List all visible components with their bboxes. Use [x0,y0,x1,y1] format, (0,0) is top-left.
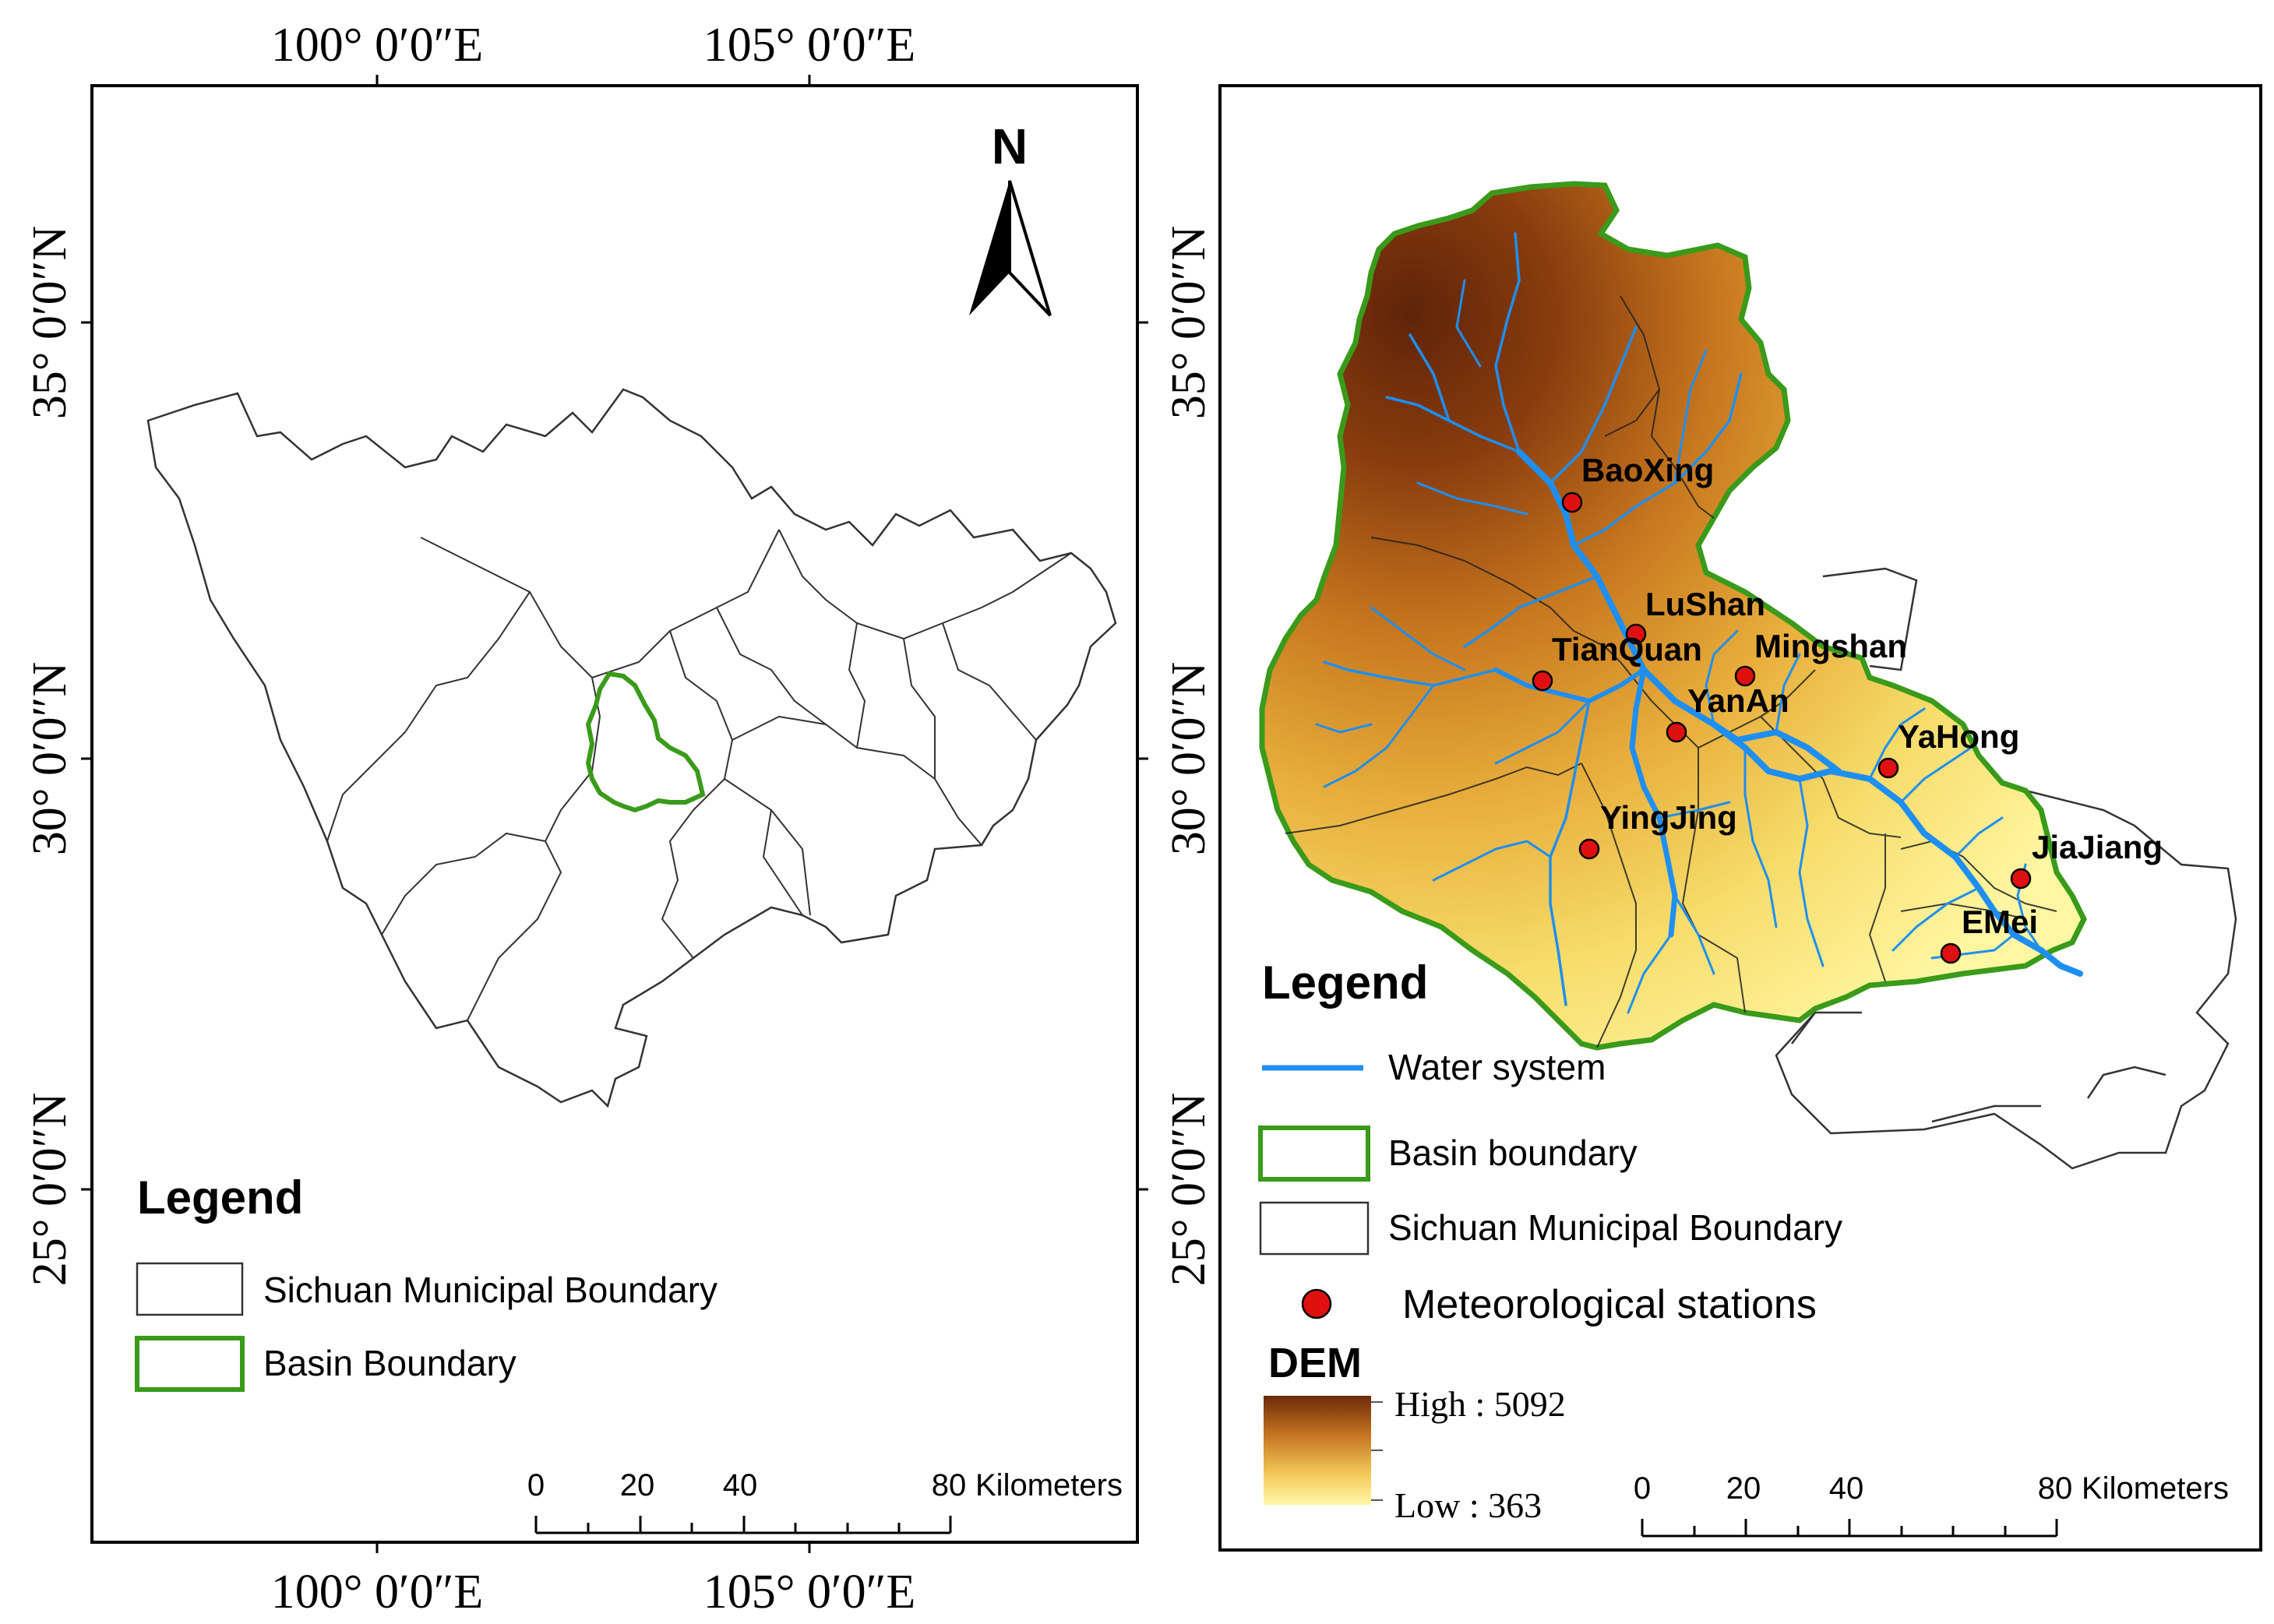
left-basin-boundary [585,671,706,813]
right-scale-80: 80 [2038,1471,2073,1506]
meteorological-stations: BaoXing LuShan TianQuan Mingshan YanAn Y… [1532,452,2163,964]
left-legend-swatch-basin [135,1336,245,1392]
right-map-frame [1218,84,2262,1552]
legend-station-marker [1301,1288,1332,1319]
left-scalebar: 0 20 40 80 Kilometers [527,1468,1123,1534]
right-scale-unit: Kilometers [2082,1471,2229,1506]
station-marker-lushan [1625,623,1647,645]
station-marker-yingjing [1578,838,1600,860]
legend-label-stations: Meteorological stations [1402,1282,1817,1327]
legend-label-municipal: Sichuan Municipal Boundary [1388,1207,1842,1248]
left-scale-20: 20 [620,1468,655,1502]
left-top-tick-100: 100° 0′0″E [271,19,484,72]
left-right-lat-tick-25: 25° 0′0″N [1162,1093,1215,1286]
legend-swatch-basin [1258,1126,1370,1182]
right-map-panel: BaoXing LuShan TianQuan Mingshan YanAn Y… [1218,84,2262,1552]
left-scale-unit: Kilometers [975,1468,1123,1502]
left-scale-80: 80 [932,1468,967,1502]
left-right-lat-tick-30: 30° 0′0″N [1162,662,1215,855]
right-scale-20: 20 [1726,1471,1761,1506]
left-bottom-tick-100: 100° 0′0″E [271,1566,484,1619]
left-legend-label-municipal: Sichuan Municipal Boundary [263,1270,717,1310]
station-marker-yanan [1666,721,1687,743]
station-label-mingshan: Mingshan [1754,628,1907,664]
legend-label-water: Water system [1388,1047,1606,1087]
station-label-yahong: YaHong [1898,718,2019,755]
station-label-yingjing: YingJing [1600,799,1737,836]
station-marker-tianquan [1532,670,1553,692]
left-legend-title: Legend [137,1171,303,1224]
legend-swatch-municipal [1259,1201,1370,1256]
station-marker-mingshan [1734,665,1756,687]
station-label-yanan: YanAn [1687,682,1789,719]
left-top-tick-105: 105° 0′0″E [703,19,916,72]
left-right-lat-tick-35: 35° 0′0″N [1162,226,1215,419]
station-marker-emei [1940,942,1962,964]
right-scale-40: 40 [1829,1471,1864,1506]
sichuan-province-outline [146,388,1117,1108]
left-legend-label-basin: Basin Boundary [263,1343,516,1383]
north-arrow-icon: N [969,118,1052,317]
right-water-system [1315,232,2083,1014]
sichuan-municipal-boundaries [326,529,1072,1021]
station-label-tianquan: TianQuan [1552,631,1702,668]
left-scale-40: 40 [723,1468,758,1502]
station-marker-yahong [1877,757,1899,779]
station-label-lushan: LuShan [1645,586,1765,622]
station-marker-jiajiang [2010,868,2032,890]
legend-dem-low: Low : 363 [1394,1485,1542,1525]
left-legend-swatch-municipal [136,1262,244,1316]
right-legend-title: Legend [1262,956,1428,1009]
legend-dem-high: High : 5092 [1394,1384,1566,1424]
right-basin-dem-fill [1259,181,2087,1051]
right-municipal-boundaries [1775,567,2237,1170]
legend-dem-title: DEM [1268,1340,1362,1386]
left-lat-tick-30: 30° 0′0″N [23,662,76,855]
right-scale-0: 0 [1634,1471,1651,1506]
legend-label-basin: Basin boundary [1388,1133,1638,1173]
right-scalebar: 0 20 40 80 Kilometers [1634,1471,2229,1538]
legend-dem-colorbar [1264,1396,1371,1505]
right-internal-boundaries [1285,295,2057,1048]
left-map-panel: 100° 0′0″E 105° 0′0″E 100° 0′0″E 105° 0′… [23,19,1215,1619]
left-lat-tick-35: 35° 0′0″N [23,226,76,419]
left-scale-0: 0 [527,1468,545,1502]
north-label: N [992,118,1028,174]
station-marker-baoxing [1561,491,1583,513]
station-label-baoxing: BaoXing [1581,452,1714,488]
left-bottom-tick-105: 105° 0′0″E [703,1566,916,1619]
left-map-frame [90,84,1139,1544]
left-lat-tick-25: 25° 0′0″N [23,1093,76,1286]
left-map-ticks [81,75,1148,1553]
station-label-emei: EMei [1962,904,2038,940]
station-label-jiajiang: JiaJiang [2032,829,2163,865]
